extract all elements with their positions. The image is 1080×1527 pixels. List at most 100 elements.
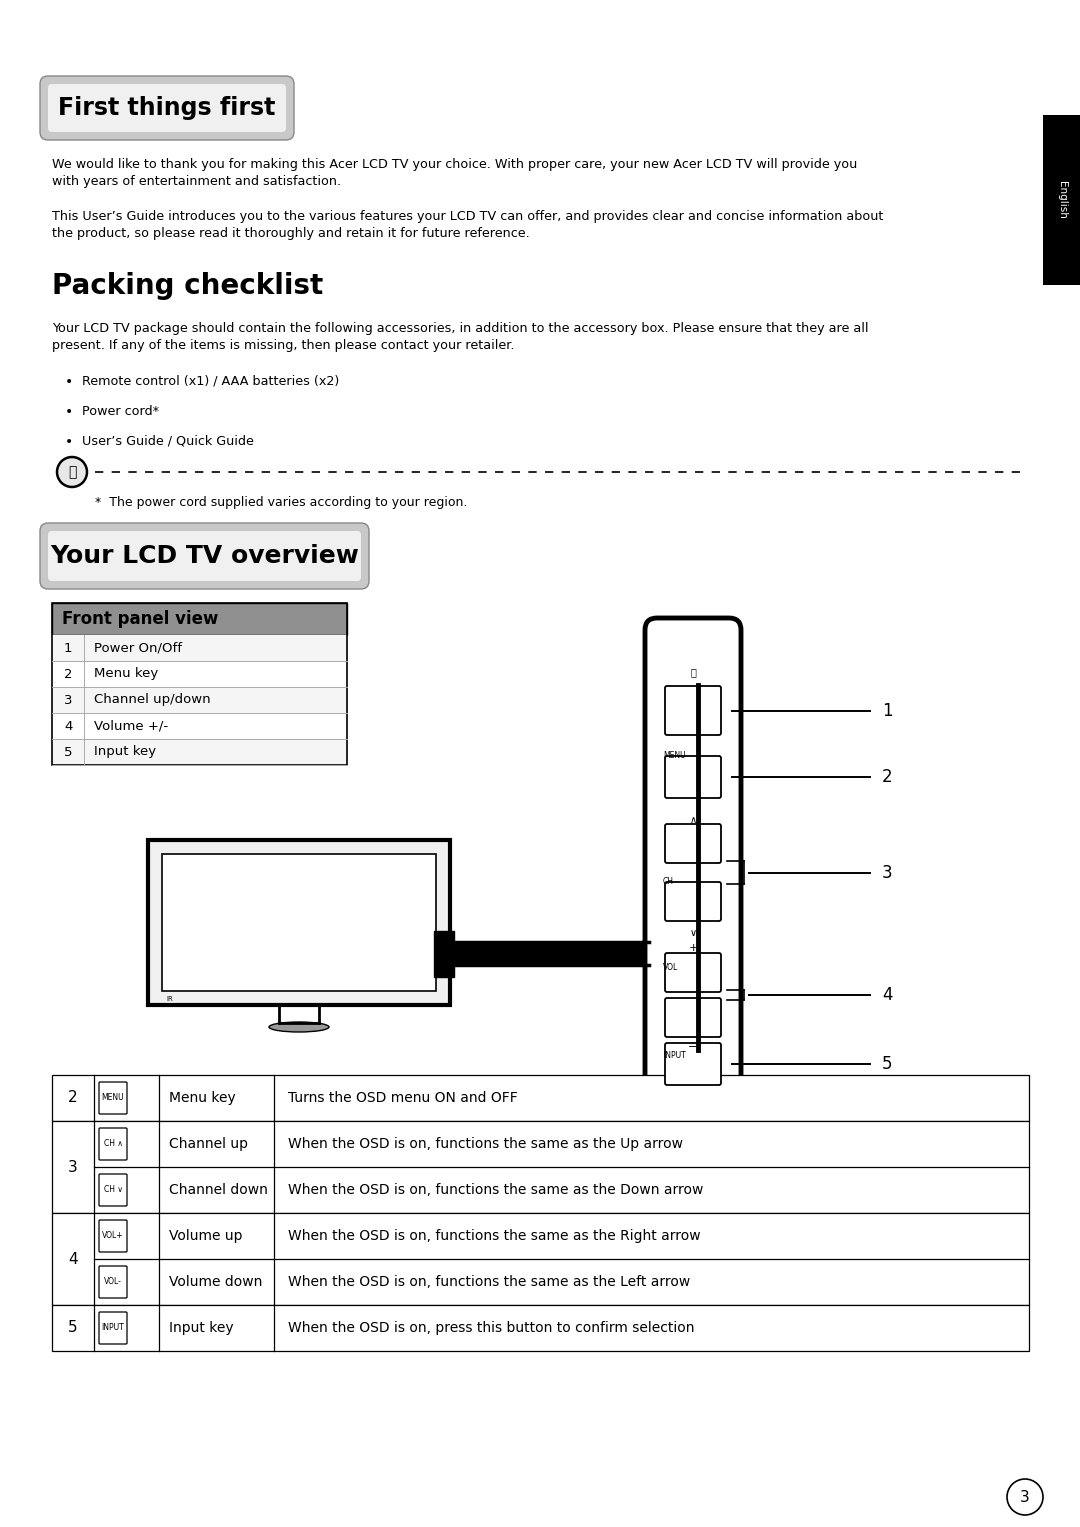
FancyBboxPatch shape	[48, 531, 361, 580]
Text: Your LCD TV overview: Your LCD TV overview	[50, 544, 359, 568]
Text: User’s Guide / Quick Guide: User’s Guide / Quick Guide	[82, 435, 254, 447]
Text: This User’s Guide introduces you to the various features your LCD TV can offer, : This User’s Guide introduces you to the …	[52, 211, 883, 240]
Circle shape	[57, 457, 87, 487]
Ellipse shape	[269, 1022, 329, 1032]
Text: When the OSD is on, functions the same as the Left arrow: When the OSD is on, functions the same a…	[288, 1275, 690, 1289]
FancyBboxPatch shape	[40, 524, 369, 589]
Bar	[1043, 115, 1080, 286]
Text: CH ∧: CH ∧	[104, 1139, 122, 1148]
Text: 1: 1	[882, 701, 893, 719]
Bar	[52, 1121, 1029, 1212]
Bar	[52, 687, 347, 713]
Text: 2: 2	[882, 768, 893, 786]
Bar	[52, 635, 347, 661]
Bar	[52, 661, 347, 687]
Text: Front panel view: Front panel view	[62, 609, 218, 628]
FancyBboxPatch shape	[48, 84, 286, 131]
Text: •: •	[65, 376, 73, 389]
Bar	[52, 713, 347, 739]
FancyBboxPatch shape	[665, 1043, 721, 1086]
Text: 3: 3	[68, 1159, 78, 1174]
Bar	[52, 1075, 1029, 1121]
FancyBboxPatch shape	[99, 1083, 127, 1115]
Text: English: English	[1056, 182, 1067, 218]
Text: •: •	[65, 405, 73, 418]
Text: IR: IR	[166, 996, 173, 1002]
Text: When the OSD is on, functions the same as the Right arrow: When the OSD is on, functions the same a…	[288, 1229, 701, 1243]
Text: First things first: First things first	[58, 96, 275, 121]
Text: Remote control (x1) / AAA batteries (x2): Remote control (x1) / AAA batteries (x2)	[82, 376, 339, 388]
Bar	[52, 1306, 1029, 1351]
FancyBboxPatch shape	[665, 825, 721, 863]
Bar	[162, 854, 436, 991]
Bar	[52, 603, 347, 635]
Text: VOL-: VOL-	[104, 1278, 122, 1287]
Text: 5: 5	[882, 1055, 892, 1073]
Text: Menu key: Menu key	[168, 1090, 235, 1106]
FancyBboxPatch shape	[99, 1266, 127, 1298]
Text: Channel up/down: Channel up/down	[94, 693, 211, 707]
FancyBboxPatch shape	[99, 1128, 127, 1161]
FancyBboxPatch shape	[665, 756, 721, 799]
FancyBboxPatch shape	[665, 686, 721, 734]
Text: Menu key: Menu key	[94, 667, 159, 681]
Text: Channel down: Channel down	[168, 1183, 268, 1197]
FancyBboxPatch shape	[99, 1220, 127, 1252]
Text: 4: 4	[882, 986, 892, 1003]
Text: MENU: MENU	[102, 1093, 124, 1102]
Text: ∨: ∨	[689, 928, 697, 938]
Text: 3: 3	[64, 693, 72, 707]
Text: 4: 4	[64, 719, 72, 733]
Bar	[52, 739, 347, 765]
Text: CH ∨: CH ∨	[104, 1185, 122, 1194]
Text: When the OSD is on, press this button to confirm selection: When the OSD is on, press this button to…	[288, 1321, 694, 1335]
FancyBboxPatch shape	[665, 883, 721, 921]
Text: MENU: MENU	[663, 751, 686, 760]
Text: 2: 2	[64, 667, 72, 681]
Text: Volume up: Volume up	[168, 1229, 243, 1243]
Text: 5: 5	[68, 1321, 78, 1336]
FancyBboxPatch shape	[665, 953, 721, 993]
FancyBboxPatch shape	[665, 999, 721, 1037]
Text: *  The power cord supplied varies according to your region.: * The power cord supplied varies accordi…	[95, 496, 468, 508]
Text: Volume down: Volume down	[168, 1275, 262, 1289]
Text: Input key: Input key	[168, 1321, 233, 1335]
Text: ∧: ∧	[689, 815, 697, 825]
Circle shape	[1007, 1480, 1043, 1515]
Bar	[434, 931, 454, 977]
Bar	[52, 603, 347, 765]
Text: We would like to thank you for making this Acer LCD TV your choice. With proper : We would like to thank you for making th…	[52, 157, 858, 188]
Text: INPUT: INPUT	[663, 1052, 686, 1060]
Text: When the OSD is on, functions the same as the Down arrow: When the OSD is on, functions the same a…	[288, 1183, 703, 1197]
Text: ⏻: ⏻	[690, 667, 696, 676]
Text: 3: 3	[1021, 1489, 1030, 1504]
Text: 3: 3	[882, 863, 893, 881]
Text: Turns the OSD menu ON and OFF: Turns the OSD menu ON and OFF	[288, 1090, 517, 1106]
Bar	[148, 840, 450, 1005]
Text: −: −	[688, 1041, 698, 1052]
FancyBboxPatch shape	[99, 1312, 127, 1344]
FancyBboxPatch shape	[645, 618, 741, 1087]
Text: Input key: Input key	[94, 745, 157, 759]
Text: 5: 5	[64, 745, 72, 759]
Text: VOL+: VOL+	[103, 1231, 124, 1240]
Text: INPUT: INPUT	[102, 1324, 124, 1333]
Text: 1: 1	[64, 641, 72, 655]
Text: Your LCD TV package should contain the following accessories, in addition to the: Your LCD TV package should contain the f…	[52, 322, 868, 353]
Text: ⏻: ⏻	[68, 466, 77, 479]
Bar	[52, 1212, 1029, 1306]
Text: VOL: VOL	[663, 964, 678, 973]
Text: +: +	[688, 944, 698, 953]
Text: When the OSD is on, functions the same as the Up arrow: When the OSD is on, functions the same a…	[288, 1138, 683, 1151]
Text: 2: 2	[68, 1090, 78, 1106]
Text: •: •	[65, 435, 73, 449]
Text: CH: CH	[663, 878, 674, 887]
Text: Channel up: Channel up	[168, 1138, 248, 1151]
FancyBboxPatch shape	[40, 76, 294, 140]
FancyBboxPatch shape	[99, 1174, 127, 1206]
Text: Power cord*: Power cord*	[82, 405, 159, 418]
Text: Power On/Off: Power On/Off	[94, 641, 183, 655]
Text: Packing checklist: Packing checklist	[52, 272, 323, 299]
Text: Volume +/-: Volume +/-	[94, 719, 168, 733]
Text: 4: 4	[68, 1252, 78, 1266]
